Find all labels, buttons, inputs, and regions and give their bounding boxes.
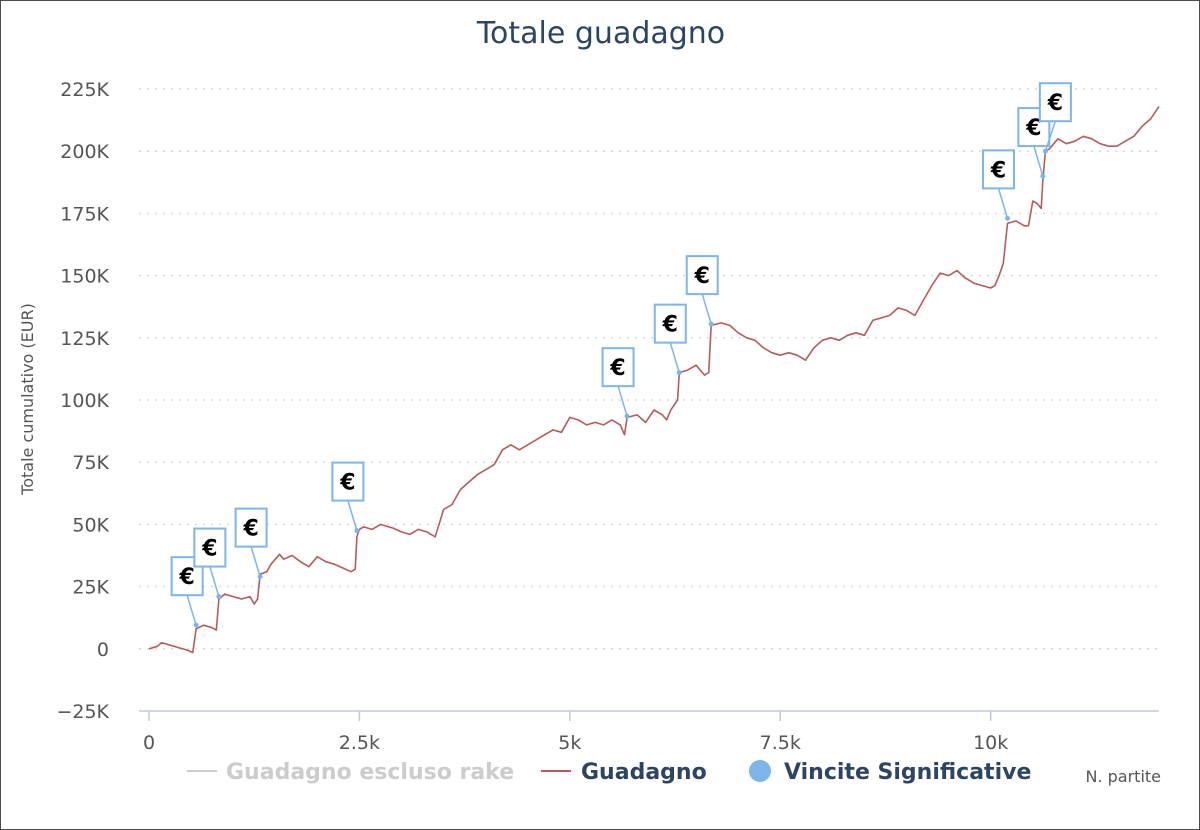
y-tick-label: 175K: [60, 203, 109, 225]
x-tick-label: 10k: [973, 732, 1008, 754]
gridlines: [139, 88, 1159, 650]
marker-point: [257, 574, 263, 580]
y-tick-label: 0: [97, 639, 109, 661]
y-tick-label: 50K: [72, 514, 109, 536]
legend-dot-swatch: [749, 760, 771, 782]
marker-connector: [997, 188, 1009, 219]
marker-connector: [250, 546, 261, 577]
legend-item-guadagno[interactable]: Guadagno: [541, 760, 707, 785]
y-tick-label: 225K: [60, 79, 109, 101]
marker-flag: [1038, 82, 1072, 123]
vincita-marker[interactable]: €: [234, 507, 268, 580]
guadagno-line: [148, 105, 1160, 654]
marker-connector: [617, 385, 628, 417]
x-tick-label: 7.5k: [760, 732, 801, 754]
vincita-marker[interactable]: €: [982, 149, 1015, 221]
legend-item-vincite-significative[interactable]: Vincite Significative: [749, 760, 1031, 785]
y-tick-label: −25K: [56, 701, 109, 723]
euro-icon: €: [694, 264, 710, 289]
marker-point: [1042, 148, 1048, 154]
marker-flag: [653, 303, 687, 344]
marker-connector: [209, 566, 220, 597]
vincita-marker[interactable]: €: [685, 255, 719, 327]
vincita-marker[interactable]: €: [1017, 107, 1051, 179]
x-tick-label: 5k: [558, 732, 581, 754]
vincita-marker[interactable]: €: [331, 461, 365, 534]
marker-point: [354, 528, 360, 534]
marker-point: [624, 413, 630, 419]
marker-connector: [347, 500, 358, 531]
vincita-marker[interactable]: €: [170, 556, 204, 628]
y-axis-label: Totale cumulativo (EUR): [18, 303, 37, 496]
vincita-marker[interactable]: €: [653, 303, 687, 376]
marker-flag: [1017, 107, 1051, 148]
marker-flag: [982, 149, 1015, 190]
marker-flag: [685, 255, 719, 296]
y-tick-label: 150K: [60, 266, 109, 288]
marker-point: [1005, 215, 1010, 221]
euro-icon: €: [990, 158, 1006, 183]
y-tick-label: 200K: [60, 141, 109, 163]
significant-win-markers: €€€€€€€€€€: [170, 82, 1072, 628]
euro-icon: €: [662, 313, 678, 338]
vincita-marker[interactable]: €: [1038, 82, 1072, 154]
marker-flag: [601, 347, 635, 388]
legend-label: Guadagno escluso rake: [226, 760, 514, 785]
legend: Guadagno escluso rake Guadagno Vincite Sig…: [187, 760, 1031, 785]
marker-connector: [1044, 120, 1057, 152]
euro-icon: €: [1047, 91, 1063, 116]
marker-flag: [193, 527, 227, 568]
y-tick-label: 75K: [72, 452, 109, 474]
marker-point: [676, 370, 682, 376]
legend-label: Guadagno: [581, 760, 707, 785]
marker-point: [1040, 173, 1046, 179]
marker-connector: [701, 293, 712, 325]
marker-point: [708, 321, 714, 327]
series-lines: [148, 105, 1160, 654]
marker-point: [216, 594, 222, 600]
legend-label: Vincite Significative: [784, 760, 1031, 785]
marker-connector: [186, 594, 197, 626]
euro-icon: €: [242, 517, 258, 542]
euro-icon: €: [1025, 116, 1041, 141]
vincita-marker[interactable]: €: [193, 527, 227, 600]
vincita-marker[interactable]: €: [601, 347, 635, 419]
marker-connector: [669, 342, 680, 373]
marker-connector: [1033, 145, 1044, 177]
y-axis-ticks: −25K 0 25K 50K 75K 100K 125K 150K 175K 200K 225K: [56, 79, 109, 723]
y-tick-label: 125K: [60, 328, 109, 350]
euro-icon: €: [201, 537, 217, 562]
x-tick-label: 0: [143, 732, 155, 754]
marker-flag: [331, 461, 365, 502]
y-tick-label: 25K: [72, 577, 109, 599]
euro-icon: €: [339, 471, 355, 496]
euro-icon: €: [178, 565, 194, 590]
marker-point: [193, 622, 199, 628]
legend-item-guadagno-escluso-rake[interactable]: Guadagno escluso rake: [187, 760, 514, 785]
euro-icon: €: [609, 356, 625, 381]
marker-flag: [234, 507, 268, 548]
x-axis-label: N. partite: [1085, 767, 1161, 786]
y-tick-label: 100K: [60, 390, 109, 412]
chart-title: Totale guadagno: [476, 16, 725, 51]
x-tick-label: 2.5k: [339, 732, 380, 754]
x-axis: 0 2.5k 5k 7.5k 10k: [139, 710, 1159, 754]
